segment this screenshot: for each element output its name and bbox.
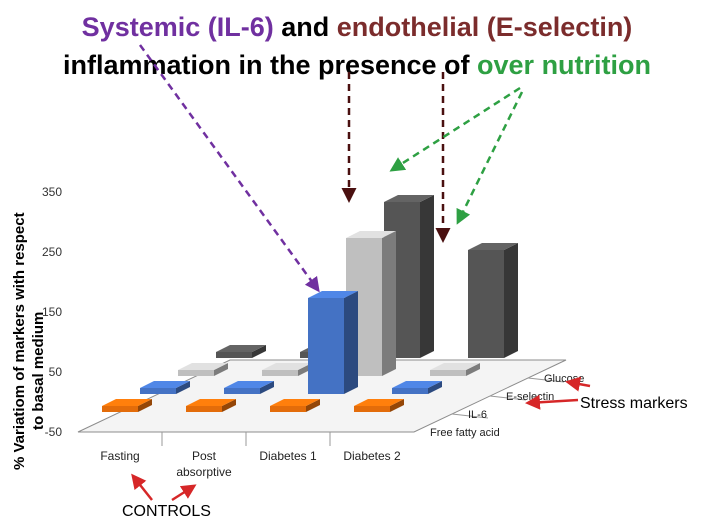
arrow-overnutrition-1 bbox=[389, 86, 521, 172]
bar bbox=[270, 399, 320, 412]
y-tick-label: 50 bbox=[49, 365, 63, 379]
y-axis-label-line2: to basal medium bbox=[30, 312, 47, 430]
bar bbox=[186, 399, 236, 412]
arrow-eselectin-label bbox=[565, 376, 591, 392]
bar bbox=[140, 381, 190, 394]
title-inflammation: inflammation in the presence of bbox=[62, 50, 478, 80]
category-labels: Fasting Post absorptive Diabetes 1 Diabetes … bbox=[100, 449, 401, 479]
y-axis-label-line1: % Variatiom of markers with respect bbox=[11, 212, 28, 470]
bar bbox=[354, 399, 404, 412]
chart-bars bbox=[102, 195, 518, 412]
bar bbox=[216, 345, 266, 358]
series-tick bbox=[451, 413, 489, 419]
category-label: Post bbox=[192, 449, 217, 463]
y-tick-label: 350 bbox=[42, 185, 62, 199]
y-tick-label: 150 bbox=[42, 305, 62, 319]
arrow-overnutrition-2 bbox=[456, 91, 524, 225]
series-label: IL-6 bbox=[468, 409, 487, 421]
bar bbox=[392, 381, 442, 394]
arrow-il6 bbox=[138, 44, 320, 293]
y-tick-label: -50 bbox=[45, 425, 63, 439]
title-il6: Systemic (IL-6) bbox=[81, 12, 274, 42]
bar bbox=[468, 243, 518, 358]
stress-markers-label: Stress markers bbox=[580, 395, 688, 412]
series-tick bbox=[527, 377, 565, 383]
bar bbox=[308, 291, 358, 394]
arrow-stress-markers bbox=[525, 394, 579, 410]
bar bbox=[102, 399, 152, 412]
title-overnutrition: over nutrition bbox=[477, 50, 652, 80]
title-line-1: Systemic (IL-6) and endothelial (E-selec… bbox=[0, 8, 714, 46]
series-tick bbox=[489, 395, 527, 401]
y-axis-ticks: 350 250 150 50 -50 bbox=[42, 185, 62, 439]
arrow-controls-1 bbox=[131, 473, 153, 501]
category-label: Fasting bbox=[100, 449, 139, 463]
chart-title: Systemic (IL-6) and endothelial (E-selec… bbox=[0, 8, 714, 84]
controls-label: CONTROLS bbox=[122, 503, 211, 520]
bar bbox=[178, 363, 228, 376]
category-label: Diabetes 2 bbox=[343, 449, 401, 463]
bar bbox=[224, 381, 274, 394]
title-and: and bbox=[273, 12, 337, 42]
series-label: Free fatty acid bbox=[430, 427, 500, 439]
y-tick-label: 250 bbox=[42, 245, 62, 259]
category-label: absorptive bbox=[176, 465, 232, 479]
title-line-2: inflammation in the presence of over nut… bbox=[0, 46, 714, 84]
arrow-controls-2 bbox=[171, 484, 197, 502]
category-label: Diabetes 1 bbox=[259, 449, 317, 463]
bar bbox=[430, 363, 480, 376]
title-eselectin: endothelial (E-selectin) bbox=[336, 12, 633, 42]
